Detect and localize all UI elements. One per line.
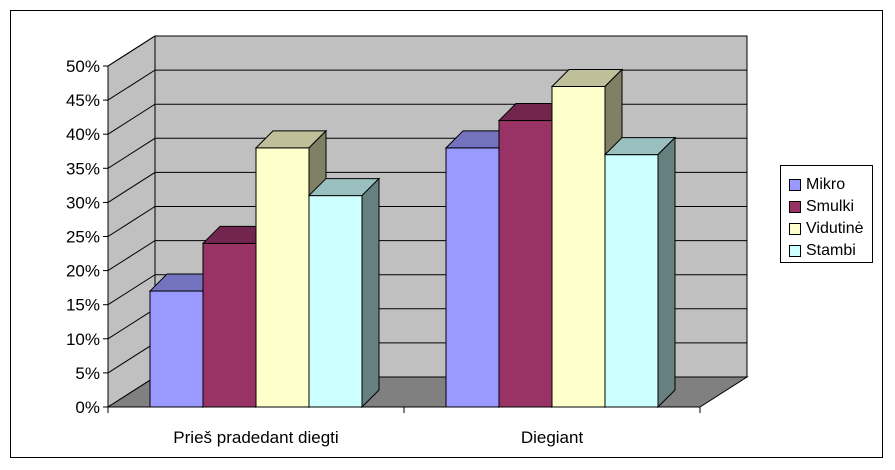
bar-front	[498, 120, 553, 408]
x-category-label: Prieš pradedant diegti	[173, 428, 338, 447]
y-tick-label: 50%	[66, 57, 100, 76]
bar-front	[445, 147, 500, 408]
legend-item: Stambi	[789, 240, 872, 262]
y-tick-label: 0%	[75, 398, 100, 417]
legend-label: Stambi	[806, 242, 856, 259]
y-tick-label: 35%	[66, 159, 100, 178]
bar-front	[604, 154, 659, 408]
legend-swatch	[789, 223, 801, 235]
legend: Mikro Smulki Vidutinė Stambi	[780, 165, 873, 263]
legend-item: Smulki	[789, 196, 872, 218]
legend-item: Mikro	[789, 174, 872, 196]
legend-item: Vidutinė	[789, 218, 872, 240]
x-axis-categories: Prieš pradedant diegti Diegiant	[107, 406, 701, 447]
bar-front	[149, 290, 204, 408]
bar	[603, 136, 677, 409]
y-tick-label: 25%	[66, 228, 100, 247]
bar	[307, 177, 381, 409]
bar-front	[551, 85, 606, 408]
bar-front	[202, 242, 257, 408]
legend-label: Smulki	[806, 198, 855, 215]
y-tick-label: 40%	[66, 125, 100, 144]
y-tick-label: 45%	[66, 91, 100, 110]
legend-swatch	[789, 179, 801, 191]
bar-front	[255, 147, 310, 408]
legend-label: Vidutinė	[806, 220, 864, 237]
bar-side	[361, 177, 380, 409]
gridline	[107, 69, 747, 101]
bar-side	[657, 136, 676, 409]
gridline	[107, 35, 747, 67]
y-tick-label: 15%	[66, 296, 100, 315]
legend-swatch	[789, 245, 801, 257]
y-axis-ticks: 0% 5% 10% 15% 20% 25% 30% 35% 40% 45% 50%	[66, 57, 109, 417]
legend-swatch	[789, 201, 801, 213]
y-tick-label: 20%	[66, 262, 100, 281]
y-tick-label: 10%	[66, 330, 100, 349]
x-category-label: Diegiant	[521, 428, 584, 447]
legend-label: Mikro	[806, 176, 846, 193]
bars	[148, 68, 677, 409]
y-tick-label: 30%	[66, 193, 100, 212]
y-tick-label: 5%	[75, 364, 100, 383]
bar-front	[308, 195, 363, 408]
